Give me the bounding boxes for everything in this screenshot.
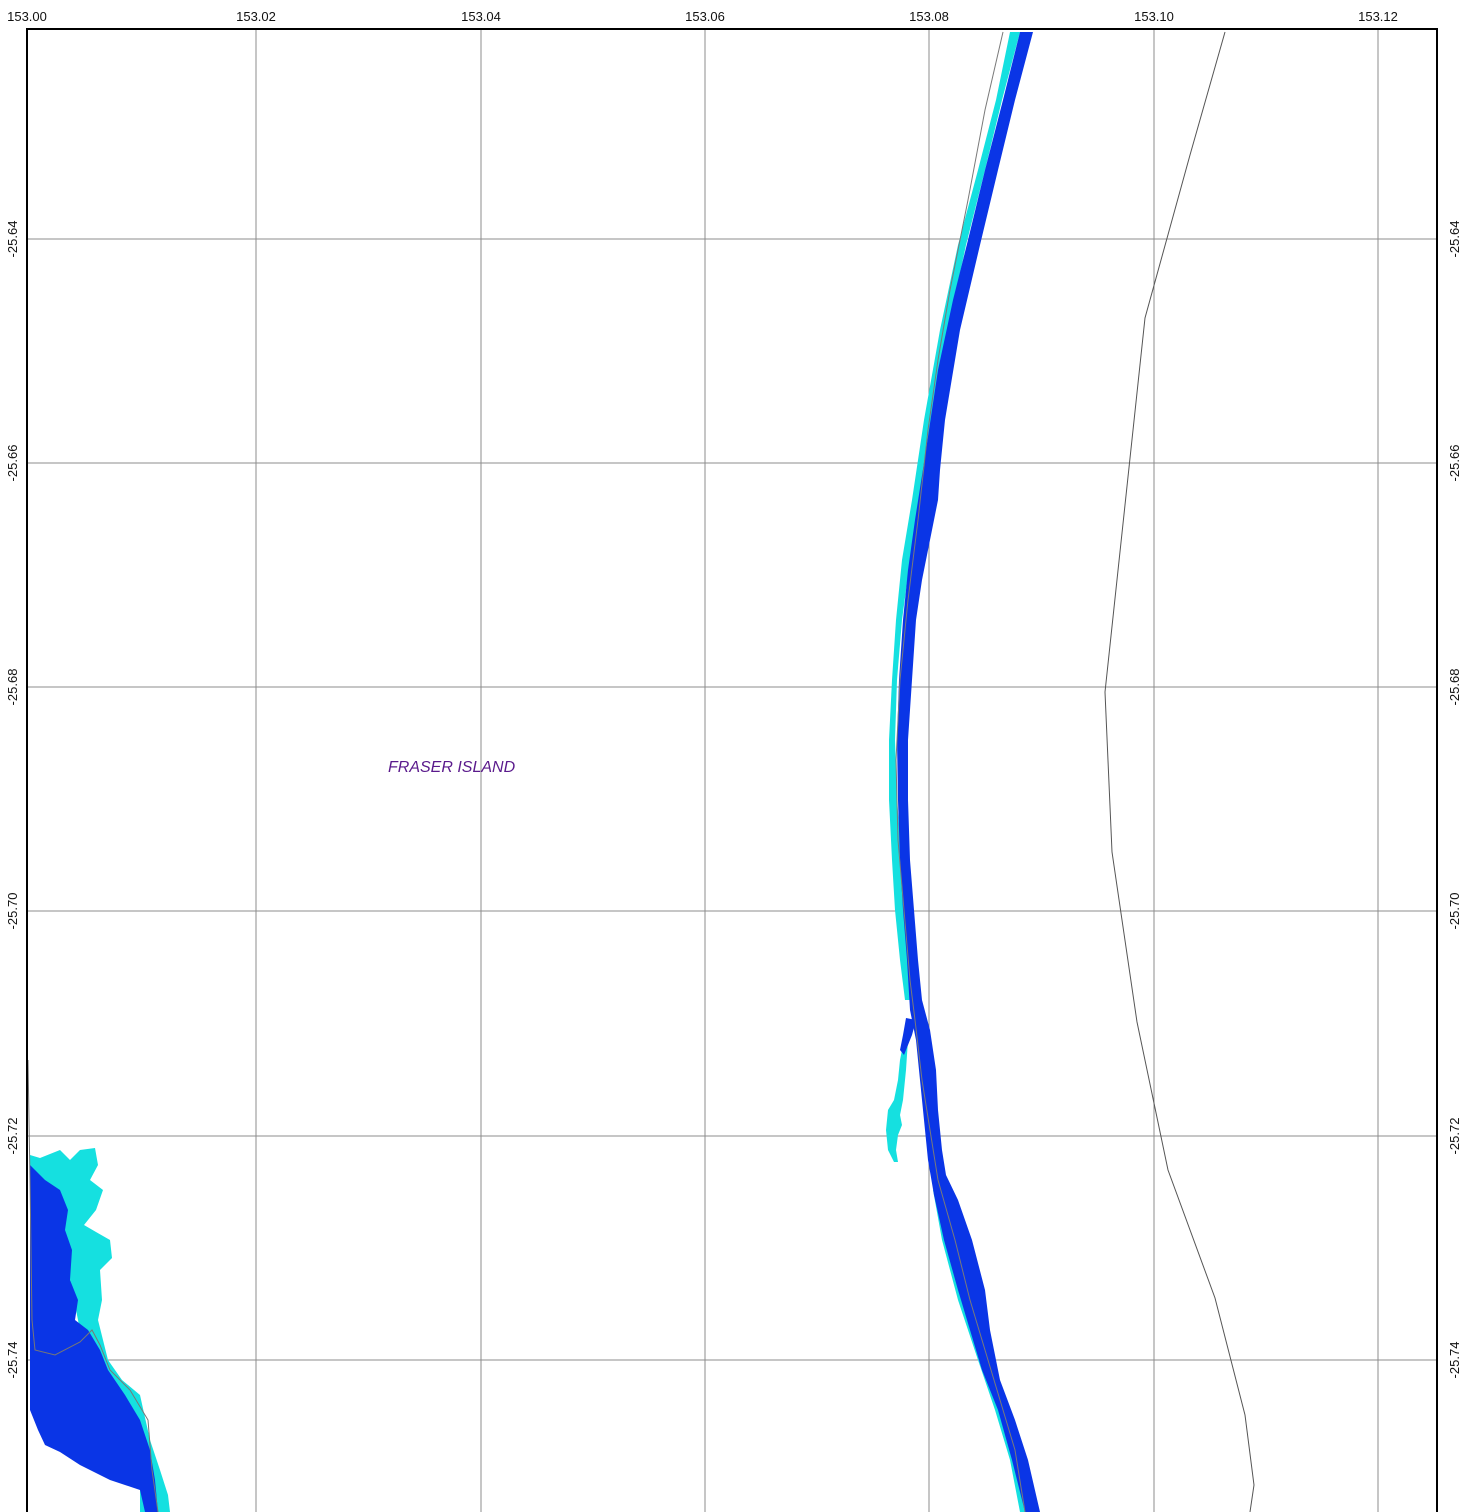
place-label-fraser-island: FRASER ISLAND <box>388 759 516 776</box>
lat-tick-label: -25.70 <box>5 893 20 930</box>
lat-tick-label: -25.74 <box>5 1342 20 1379</box>
lat-tick-label: -25.66 <box>1447 445 1462 482</box>
lon-tick-label: 153.02 <box>236 9 276 24</box>
lat-tick-label: -25.64 <box>5 221 20 258</box>
deep-water-bay <box>30 1165 158 1512</box>
lat-tick-label: -25.70 <box>1447 893 1462 930</box>
map-frame <box>26 28 1438 1512</box>
boundary-line-west <box>27 1059 159 1512</box>
lon-tick-label: 153.04 <box>461 9 501 24</box>
deep-water-layer <box>30 32 1040 1512</box>
boundary-line-east <box>1104 31 1255 1512</box>
lat-tick-label: -25.66 <box>5 445 20 482</box>
graticule <box>27 29 1437 1512</box>
latitude-axis-right: -25.64 -25.66 -25.68 -25.70 -25.72 -25.7… <box>1447 221 1462 1379</box>
lon-tick-label: 153.06 <box>685 9 725 24</box>
boundary-line-shore <box>895 31 1026 1512</box>
deep-water-channel <box>897 32 1040 1512</box>
lat-tick-label: -25.64 <box>1447 221 1462 258</box>
shallow-water-creek <box>886 1040 908 1162</box>
lon-tick-label: 153.08 <box>909 9 949 24</box>
shallow-water-channel-edge <box>889 32 1020 1000</box>
lon-tick-label: 153.00 <box>7 9 47 24</box>
longitude-axis: 153.00 153.02 153.04 153.06 153.08 153.1… <box>7 9 1398 24</box>
deep-water-creek-mouth <box>900 1018 916 1055</box>
lat-tick-label: -25.68 <box>1447 669 1462 706</box>
lat-tick-label: -25.72 <box>5 1118 20 1155</box>
lat-tick-label: -25.68 <box>5 669 20 706</box>
lat-tick-label: -25.74 <box>1447 1342 1462 1379</box>
lon-tick-label: 153.10 <box>1134 9 1174 24</box>
lat-tick-label: -25.72 <box>1447 1118 1462 1155</box>
latitude-axis-left: -25.64 -25.66 -25.68 -25.70 -25.72 -25.7… <box>5 221 20 1379</box>
boundary-lines <box>27 31 1255 1512</box>
lon-tick-label: 153.12 <box>1358 9 1398 24</box>
